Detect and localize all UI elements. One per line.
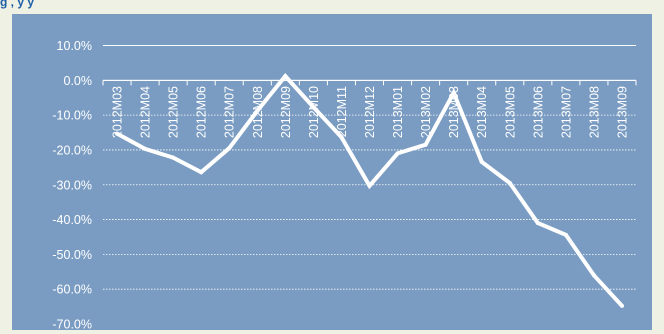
- data-point: [171, 155, 176, 160]
- x-tick-label: 2013M08: [587, 86, 601, 138]
- x-tick-label: 2013M04: [475, 86, 489, 138]
- y-tick-label: 10.0%: [57, 39, 92, 53]
- y-tick-label: -60.0%: [52, 283, 92, 297]
- data-point: [311, 105, 316, 110]
- x-tick-label: 2012M11: [335, 86, 349, 137]
- data-point: [451, 90, 456, 95]
- data-point: [423, 142, 428, 147]
- y-tick-label: -20.0%: [52, 143, 92, 157]
- data-point: [255, 108, 260, 113]
- x-tick-label: 2013M06: [531, 86, 545, 138]
- data-point: [339, 135, 344, 140]
- data-point: [227, 146, 232, 151]
- data-point: [367, 183, 372, 188]
- x-tick-label: 2012M06: [195, 86, 209, 138]
- y-axis-tick-labels: 10.0% 0.0% -10.0% -20.0% -30.0% -40.0% -50.0% -…: [52, 39, 92, 332]
- y-tick-label: -30.0%: [52, 178, 92, 192]
- y-tick-label: -10.0%: [52, 109, 92, 123]
- x-tick-label: 2012M04: [139, 86, 153, 138]
- x-tick-label: 2012M03: [111, 86, 125, 138]
- data-point: [535, 221, 540, 225]
- x-tick-label: 2013M02: [419, 86, 433, 138]
- series-layer: [115, 73, 624, 308]
- data-point: [395, 151, 400, 156]
- x-tick-label: 2012M05: [167, 86, 181, 138]
- x-tick-label: 2013M07: [559, 86, 573, 138]
- data-point: [563, 232, 568, 237]
- x-tick-label: 2013M01: [391, 86, 405, 138]
- y-tick-label: 0.0%: [64, 74, 93, 88]
- data-point: [143, 146, 148, 151]
- x-tick-label: 2013M05: [503, 86, 517, 138]
- data-point: [283, 74, 288, 79]
- y-tick-label: -40.0%: [52, 213, 92, 227]
- y-tick-label: -70.0%: [52, 318, 92, 332]
- x-axis: [102, 79, 637, 86]
- data-point: [507, 181, 512, 185]
- x-tick-label: 2012M10: [307, 86, 321, 138]
- data-point: [115, 131, 119, 136]
- data-point: [591, 273, 596, 278]
- x-tick-label: 2012M12: [363, 86, 377, 138]
- plot-background: [12, 14, 652, 330]
- data-point: [479, 159, 484, 164]
- chart-caption: g , y y: [0, 0, 35, 9]
- x-tick-label: 2012M07: [223, 86, 237, 138]
- x-tick-label: 2013M09: [615, 86, 629, 138]
- y-tick-label: -50.0%: [52, 248, 92, 262]
- data-point: [199, 170, 204, 175]
- data-point: [620, 303, 624, 308]
- x-tick-label: 2012M09: [279, 86, 293, 138]
